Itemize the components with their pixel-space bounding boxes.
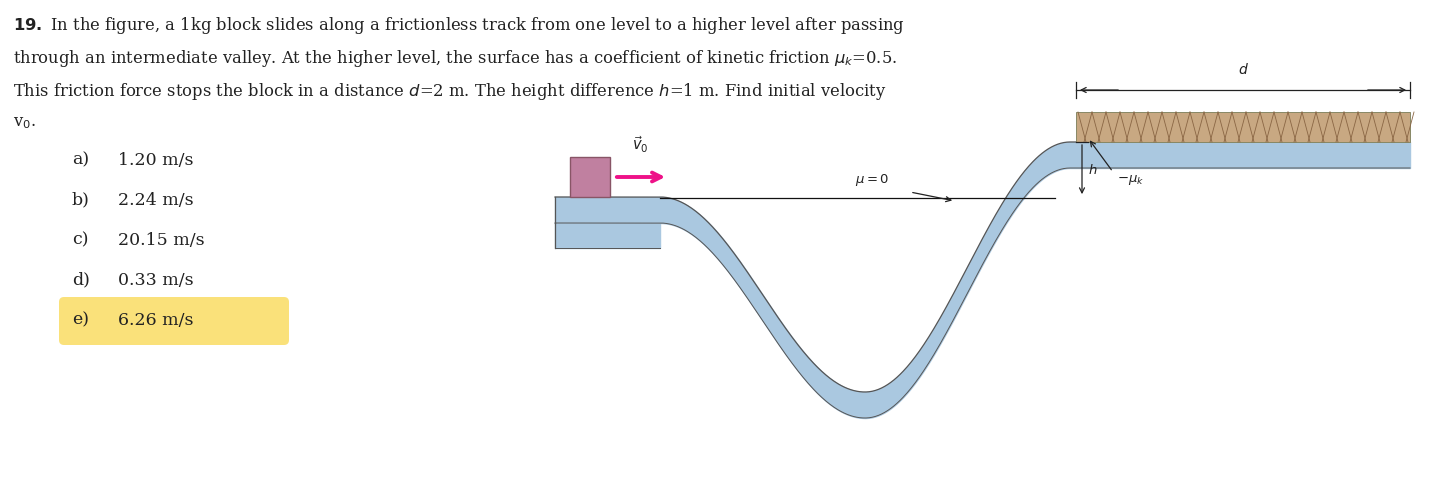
Text: $h$: $h$ — [1088, 163, 1098, 176]
Bar — [1076, 112, 1410, 142]
Text: $\mathbf{19.}$ In the figure, a 1kg block slides along a frictionless track from: $\mathbf{19.}$ In the figure, a 1kg bloc… — [13, 15, 905, 36]
Text: 20.15 m/s: 20.15 m/s — [118, 231, 204, 248]
Text: $-\mu_k$: $-\mu_k$ — [1117, 173, 1144, 187]
Text: c): c) — [72, 231, 89, 248]
Text: through an intermediate valley. At the higher level, the surface has a coefficie: through an intermediate valley. At the h… — [13, 48, 897, 69]
Text: a): a) — [72, 151, 89, 169]
Text: v$_0$.: v$_0$. — [13, 114, 36, 131]
Text: d): d) — [72, 271, 91, 289]
Text: 2.24 m/s: 2.24 m/s — [118, 192, 194, 209]
Text: $d$: $d$ — [1237, 62, 1249, 77]
Text: This friction force stops the block in a distance $d$=2 m. The height difference: This friction force stops the block in a… — [13, 81, 887, 102]
Text: e): e) — [72, 312, 89, 328]
Text: 0.33 m/s: 0.33 m/s — [118, 271, 194, 289]
Text: b): b) — [72, 192, 91, 209]
Text: $\mu = 0$: $\mu = 0$ — [855, 172, 890, 188]
Text: $\vec{v}_0$: $\vec{v}_0$ — [632, 134, 648, 155]
FancyBboxPatch shape — [59, 297, 289, 345]
Text: 1.20 m/s: 1.20 m/s — [118, 151, 194, 169]
Bar — [570, 157, 609, 197]
Text: 6.26 m/s: 6.26 m/s — [118, 312, 194, 328]
